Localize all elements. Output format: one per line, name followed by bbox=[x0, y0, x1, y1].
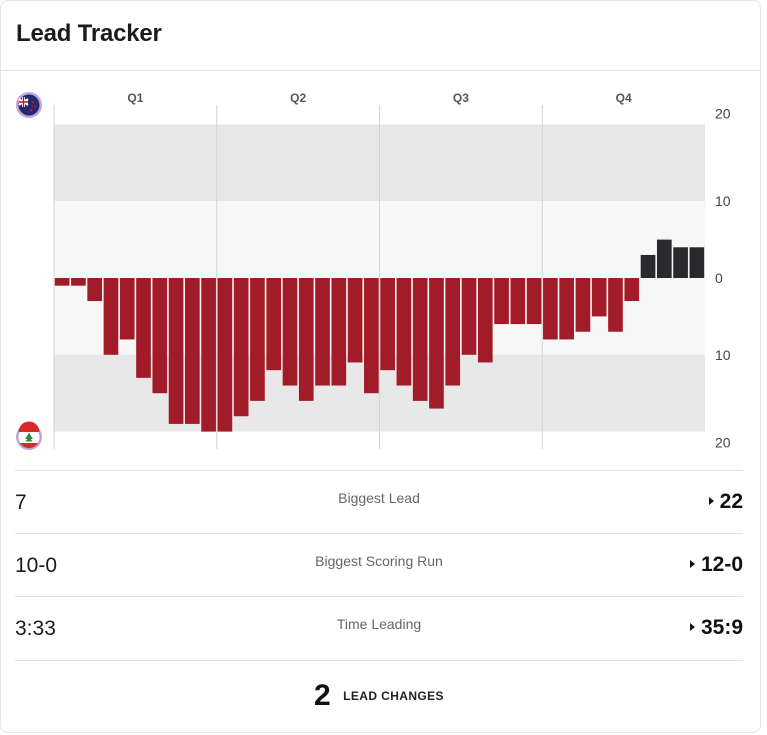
quarter-label: Q1 bbox=[127, 91, 143, 105]
stat-row-biggest-scoring-run: 10-0 Biggest Scoring Run 12-0 bbox=[15, 533, 743, 596]
lead-bar bbox=[331, 278, 347, 386]
quarter-label: Q3 bbox=[453, 91, 469, 105]
y-tick-label: 10 bbox=[715, 347, 731, 363]
y-tick-label: 0 bbox=[715, 270, 723, 286]
lead-bar bbox=[201, 278, 216, 432]
leader-arrow-icon bbox=[708, 497, 714, 505]
lead-bar bbox=[233, 278, 249, 417]
quarter-dividers bbox=[53, 105, 543, 449]
stat-bottom-team-value: 22 bbox=[708, 490, 743, 514]
lead-bar bbox=[298, 278, 314, 401]
lead-bar bbox=[461, 278, 477, 355]
stat-row-time-leading: 3:33 Time Leading 35:9 bbox=[15, 596, 743, 659]
lead-bar bbox=[315, 278, 330, 386]
new-zealand-flag-icon bbox=[16, 92, 42, 118]
lead-bar bbox=[250, 278, 265, 401]
lead-bar bbox=[559, 278, 574, 340]
lead-bar bbox=[185, 278, 200, 424]
lead-bar bbox=[689, 247, 705, 278]
lead-bar bbox=[640, 254, 656, 278]
lead-bar bbox=[412, 278, 428, 401]
stat-top-team-value: 3:33 bbox=[15, 617, 56, 640]
lead-bar bbox=[87, 278, 103, 302]
quarter-label: Q4 bbox=[616, 91, 632, 105]
y-tick-label: 10 bbox=[715, 193, 731, 209]
stat-label: Biggest Scoring Run bbox=[315, 553, 443, 569]
stat-row-biggest-lead: 7 Biggest Lead 22 bbox=[15, 470, 743, 533]
lebanon-flag-icon bbox=[16, 421, 42, 450]
lead-bar bbox=[136, 278, 151, 378]
lead-bar bbox=[364, 278, 379, 394]
lead-bar bbox=[445, 278, 461, 386]
lead-tracker-chart: Q1 Q2 Q3 Q4 20 10 0 10 20 bbox=[16, 91, 731, 451]
lead-bar bbox=[591, 278, 607, 317]
lead-bar bbox=[266, 278, 282, 371]
widget-title: Lead Tracker bbox=[16, 20, 162, 47]
lead-bar bbox=[543, 278, 558, 340]
lead-bar bbox=[54, 278, 70, 286]
lead-bar bbox=[526, 278, 542, 325]
quarter-label: Q2 bbox=[290, 91, 306, 105]
stat-top-team-value: 7 bbox=[15, 491, 27, 514]
lead-bar bbox=[477, 278, 493, 363]
y-axis-ticks: 20 10 0 10 20 bbox=[715, 105, 731, 450]
lead-bar bbox=[624, 278, 640, 302]
lead-bar bbox=[217, 278, 233, 432]
lead-bar bbox=[168, 278, 184, 424]
lead-bars bbox=[54, 239, 705, 432]
lead-changes-label: LEAD CHANGES bbox=[343, 689, 444, 703]
stat-label: Time Leading bbox=[336, 616, 422, 632]
leader-arrow-icon bbox=[689, 560, 695, 568]
quarter-labels: Q1 Q2 Q3 Q4 bbox=[127, 91, 632, 105]
stat-top-team-value: 10-0 bbox=[15, 554, 58, 577]
y-tick-label: 20 bbox=[715, 105, 731, 121]
lead-changes: 2 LEAD CHANGES bbox=[15, 660, 743, 734]
lead-bar bbox=[575, 278, 591, 332]
lead-bar bbox=[608, 278, 623, 332]
stat-label: Biggest Lead bbox=[338, 490, 420, 506]
lead-bar bbox=[494, 278, 509, 325]
lead-changes-count: 2 bbox=[314, 679, 331, 712]
lead-bar bbox=[103, 278, 119, 355]
lead-bar bbox=[119, 278, 135, 340]
stat-bottom-team-value: 35:9 bbox=[689, 616, 743, 640]
lead-bar bbox=[282, 278, 298, 386]
lead-bar bbox=[656, 239, 672, 278]
lead-bar bbox=[396, 278, 412, 386]
leader-arrow-icon bbox=[689, 623, 695, 631]
title-divider bbox=[1, 70, 760, 71]
lead-bar bbox=[347, 278, 363, 363]
lead-bar bbox=[673, 247, 688, 278]
stat-bottom-team-value: 12-0 bbox=[689, 553, 743, 577]
lead-bar bbox=[152, 278, 168, 394]
lead-bar bbox=[380, 278, 395, 371]
y-tick-label: 20 bbox=[715, 435, 731, 451]
lead-bar bbox=[429, 278, 444, 409]
lead-bar bbox=[71, 278, 86, 286]
lead-bar bbox=[510, 278, 526, 325]
